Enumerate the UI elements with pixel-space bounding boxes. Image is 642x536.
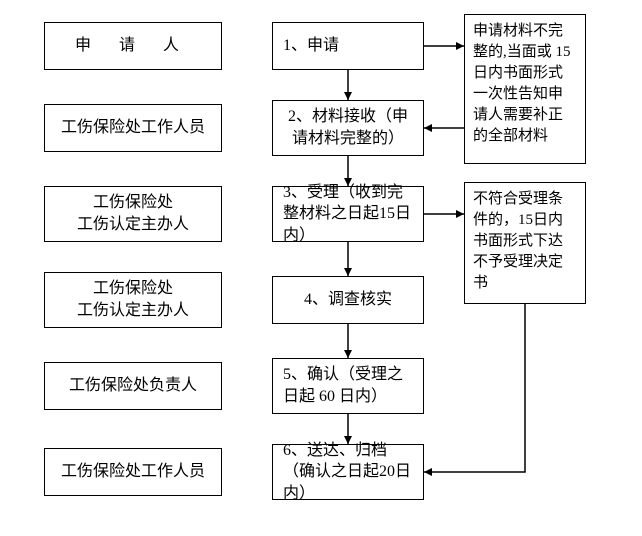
node-actor3: 工伤保险处工伤认定主办人 (44, 186, 222, 242)
node-action5: 5、确认（受理之日起 60 日内） (272, 358, 424, 414)
node-label: 工伤保险处工伤认定主办人 (77, 192, 189, 235)
node-side1: 申请材料不完整的,当面或 15 日内书面形式一次性告知申请人需要补正的全部材料 (464, 14, 586, 164)
node-actor4: 工伤保险处工伤认定主办人 (44, 272, 222, 328)
node-label: 6、送达、归档（确认之日起20日内） (283, 440, 413, 505)
node-action3: 3、受理（收到完整材料之日起15日内） (272, 186, 424, 242)
node-label: 1、申请 (283, 35, 339, 57)
node-action4: 4、调查核实 (272, 276, 424, 324)
node-actor6: 工伤保险处工作人员 (44, 448, 222, 496)
node-action6: 6、送达、归档（确认之日起20日内） (272, 444, 424, 500)
edge-side2-to-action6 (424, 304, 525, 472)
node-actor1: 申 请 人 (44, 22, 222, 70)
node-actor2: 工伤保险处工作人员 (44, 104, 222, 152)
node-label: 不符合受理条件的，15日内书面形式下达不予受理决定书 (473, 189, 577, 294)
node-label: 工伤保险处负责人 (69, 375, 197, 397)
node-label: 2、材料接收（申请材料完整的） (283, 106, 413, 149)
node-actor5: 工伤保险处负责人 (44, 362, 222, 410)
flowchart-root: 申 请 人 1、申请 申请材料不完整的,当面或 15 日内书面形式一次性告知申请人需… (0, 0, 642, 536)
node-label: 工伤保险处工伤认定主办人 (77, 278, 189, 321)
node-action2: 2、材料接收（申请材料完整的） (272, 100, 424, 156)
node-label: 4、调查核实 (304, 289, 392, 311)
node-label: 工伤保险处工作人员 (61, 461, 205, 483)
node-side2: 不符合受理条件的，15日内书面形式下达不予受理决定书 (464, 182, 586, 304)
node-label: 3、受理（收到完整材料之日起15日内） (283, 182, 413, 247)
node-action1: 1、申请 (272, 22, 424, 70)
node-label: 申 请 人 (75, 35, 191, 57)
node-label: 5、确认（受理之日起 60 日内） (283, 364, 413, 407)
node-label: 工伤保险处工作人员 (61, 117, 205, 139)
node-label: 申请材料不完整的,当面或 15 日内书面形式一次性告知申请人需要补正的全部材料 (473, 21, 577, 147)
